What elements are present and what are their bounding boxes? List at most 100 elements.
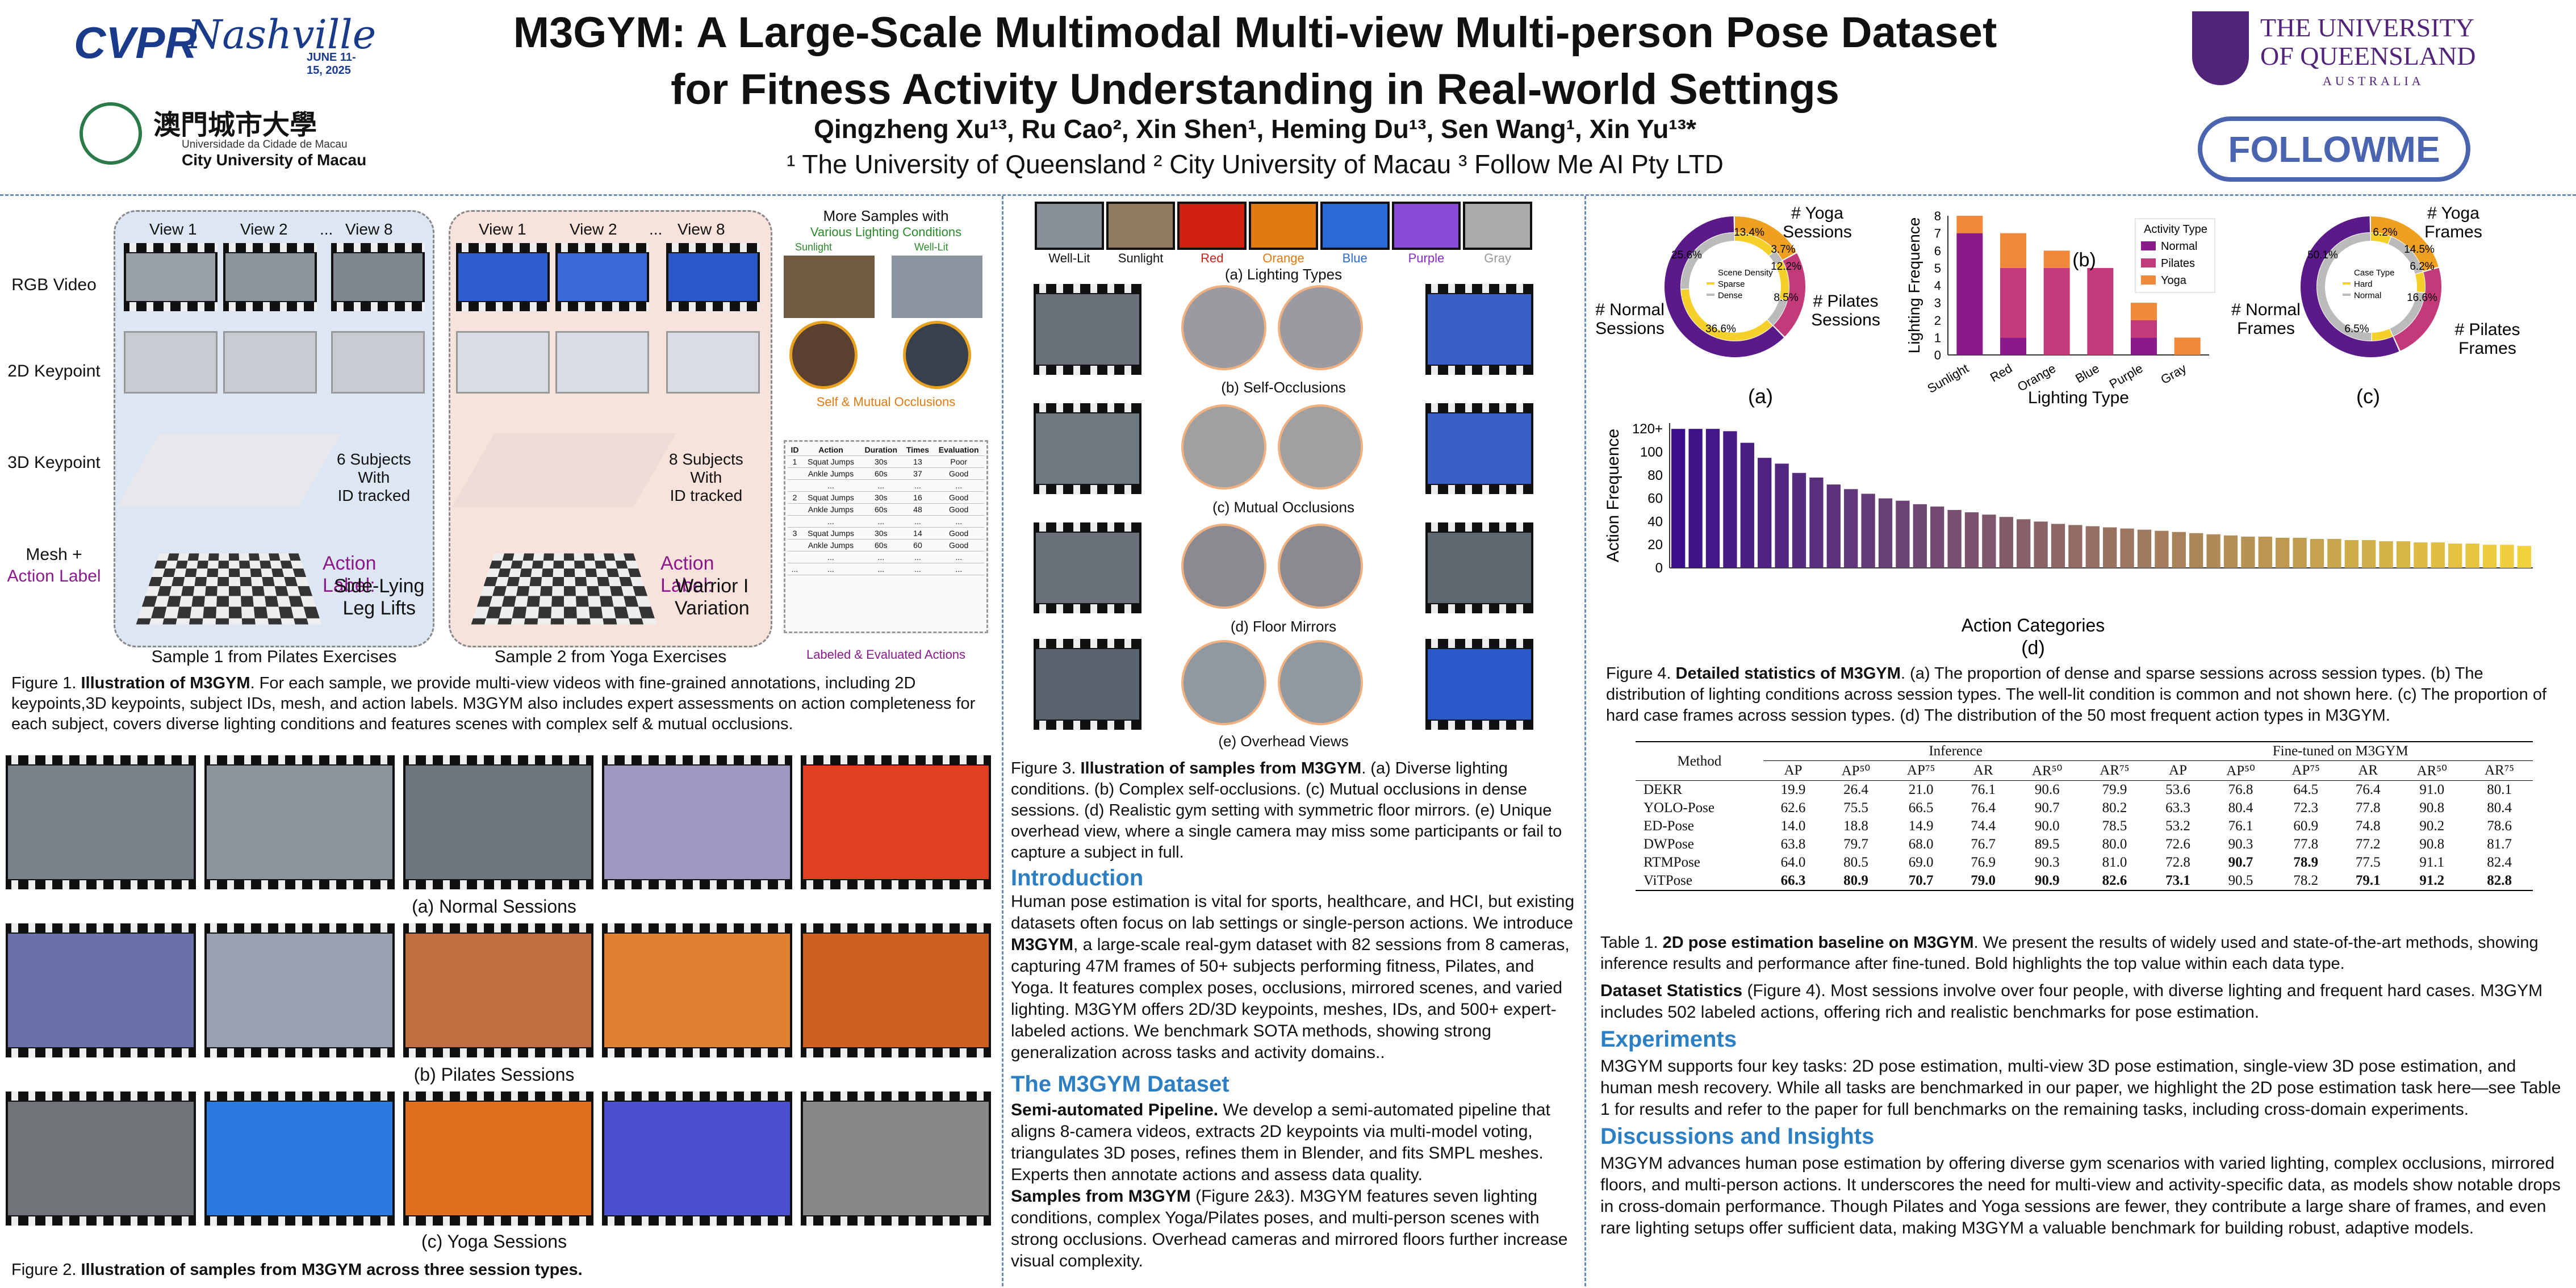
eval-cell: ...: [802, 551, 860, 563]
lighting-sample: [1392, 202, 1461, 250]
bar-b-ytick: 1: [1934, 331, 1941, 345]
eval-col-header: Evaluation: [933, 444, 984, 456]
table-cell: 82.6: [2081, 872, 2148, 890]
bar-d-ytick: 100: [1640, 445, 1663, 460]
donut-a-pct-label: 13.4%: [1734, 227, 1764, 239]
table-cell: 80.0: [2081, 835, 2148, 854]
eval-cell: ...: [933, 480, 984, 492]
yoga-kp2d-8: [666, 331, 760, 394]
bar-b-legend-swatch: [2141, 258, 2156, 267]
table-cell: 76.4: [2338, 781, 2398, 800]
bar-d-bar: [2086, 526, 2100, 568]
bar-d-bar: [1827, 484, 1841, 568]
table-method-cell: RTMPose: [1636, 854, 1763, 872]
table-cell: 80.4: [2466, 799, 2533, 817]
donut-a-pct-label: 8.5%: [1774, 292, 1798, 304]
table-cell: 90.8: [2398, 799, 2466, 817]
lighting-strip: [1034, 202, 1533, 250]
bar-b-ytick: 7: [1934, 227, 1941, 241]
eval-cell: 3: [788, 528, 802, 540]
table-cell: 77.8: [2273, 835, 2338, 854]
table-cell: 76.8: [2208, 781, 2274, 800]
tbl1-cap-prefix: Table 1.: [1600, 934, 1663, 952]
cvpr-date: JUNE 11-15, 2025: [307, 51, 369, 77]
bar-b-segment: [2174, 337, 2201, 355]
table-cell: 69.0: [1889, 854, 1954, 872]
intro-heading: Introduction: [1011, 865, 1579, 891]
table-cell: 78.5: [2081, 817, 2148, 835]
eval-cell: ...: [802, 516, 860, 528]
pilates-action: Side-Lying Leg Lifts: [334, 575, 424, 620]
table-cell: 82.8: [2466, 872, 2533, 890]
donut-c-pct-label: 14.5%: [2404, 244, 2435, 256]
bar-d-bar: [2276, 538, 2289, 568]
title-line2: for Fitness Activity Understanding in Re…: [432, 61, 2079, 118]
bar-d-bar: [2206, 534, 2220, 568]
col2-text: Figure 3. Illustration of samples from M…: [1011, 758, 1579, 1272]
bar-d-bar: [1758, 458, 1771, 568]
donut-a-legend-1: Sparse: [1718, 279, 1745, 289]
eval-cell: [788, 540, 802, 551]
bar-b-legend-swatch: [2141, 241, 2156, 250]
table-cell: 90.7: [2208, 854, 2274, 872]
bar-d-bar: [2345, 540, 2358, 568]
donut-a-legend-swatch-2: [1707, 294, 1714, 296]
eval-row: Ankle Jumps 60s 48 Good: [788, 504, 984, 516]
cvpr-logo: CVPR Nashville JUNE 11-15, 2025: [74, 11, 369, 74]
table-cell: 79.0: [1953, 872, 2013, 890]
bar-d-bar: [2327, 539, 2341, 568]
table-cell: 26.4: [1823, 781, 1889, 800]
bar-b-segment: [2131, 337, 2157, 355]
fig2-frame: [403, 1092, 593, 1226]
table-col-header: AP⁷⁵: [1889, 761, 1954, 781]
donut-a-caption: (a): [1748, 384, 1773, 408]
bar-b-segment: [2131, 320, 2157, 338]
sunlight-label: Sunlight: [795, 241, 832, 253]
bar-d-xlabel: Action Categories: [1962, 615, 2105, 635]
lighting-sample: [1106, 202, 1176, 250]
donut-c-left-label: Frames: [2237, 319, 2295, 338]
intro-a: Human pose estimation is vital for sport…: [1011, 892, 1574, 932]
followme-logo: FOLLOWME: [2198, 116, 2470, 182]
lighting-sample: [1320, 202, 1390, 250]
bar-b-ytick: 5: [1934, 261, 1941, 275]
fig3-frame: [1425, 284, 1533, 375]
bar-d-bar: [2155, 531, 2168, 568]
experiments-heading: Experiments: [1600, 1027, 2566, 1052]
bar-b-ytick: 0: [1934, 348, 1941, 362]
table-cell: 90.0: [2013, 817, 2081, 835]
fig3-frame: [1034, 403, 1141, 494]
eval-cell: ...: [902, 516, 934, 528]
lighting-sample: [1035, 202, 1104, 250]
bar-b-xtick: Purple: [2107, 361, 2146, 391]
eval-cell: ...: [860, 563, 902, 575]
donut-a-right-label: # Pilates: [1813, 292, 1878, 311]
bar-b-xtick: Blue: [2073, 361, 2102, 386]
table-cell: 82.4: [2466, 854, 2533, 872]
table-cell: 70.7: [1889, 872, 1954, 890]
bar-d-ylabel: Action Frequence: [1604, 429, 1622, 562]
poster-header: CVPR Nashville JUNE 11-15, 2025 澳門城市大學 U…: [0, 0, 2576, 193]
eval-cell: Good: [933, 468, 984, 480]
bar-d-bar: [2120, 529, 2134, 568]
donut-c-pct-label: 6.2%: [2373, 227, 2397, 239]
column-divider-1: [1002, 196, 1003, 1286]
fig4-cap-bold: Detailed statistics of M3GYM: [1676, 664, 1901, 683]
eval-row: ............: [788, 480, 984, 492]
bar-d-bar: [2051, 524, 2065, 568]
table-cell: 77.5: [2338, 854, 2398, 872]
fig3-sub-c: (c) Mutual Occlusions: [1136, 499, 1431, 516]
table-col-header: AP⁷⁵: [2273, 761, 2338, 781]
cityu-logo: 澳門城市大學 Universidade da Cidade de Macau C…: [80, 97, 375, 176]
eval-cell: ...: [933, 516, 984, 528]
table-col-header: AR⁷⁵: [2081, 761, 2148, 781]
bar-d-bar: [2103, 528, 2117, 568]
table-cell: 91.2: [2398, 872, 2466, 890]
fig4-cap-prefix: Figure 4.: [1606, 664, 1676, 683]
eval-cell: ...: [902, 563, 934, 575]
figure3-caption: Figure 3. Illustration of samples from M…: [1011, 758, 1579, 863]
eval-cell: 16: [902, 492, 934, 504]
pilates-frame-1: [124, 243, 218, 311]
eval-cell: ...: [860, 551, 902, 563]
eval-table-box: ID Action Duration Times Evaluation 1 Squat Ju…: [784, 440, 988, 633]
